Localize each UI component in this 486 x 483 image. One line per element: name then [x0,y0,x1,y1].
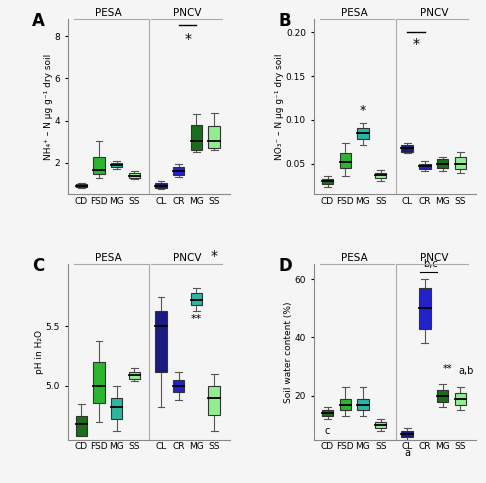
Text: **: ** [191,313,202,324]
Bar [340,153,351,168]
Text: *: * [210,249,218,263]
Text: D: D [278,257,293,275]
Bar [93,362,105,403]
Text: PESA: PESA [94,253,121,263]
Bar [322,411,333,416]
Bar [191,293,202,305]
Y-axis label: NO₃⁻ – N μg g⁻¹ dry soil: NO₃⁻ – N μg g⁻¹ dry soil [276,54,284,160]
Text: PNCV: PNCV [174,253,202,263]
Bar [419,164,431,169]
Bar [75,416,87,436]
Text: a,b: a,b [458,367,473,377]
Bar [357,398,369,411]
Text: PESA: PESA [341,253,367,263]
Text: C: C [33,257,45,275]
Bar [208,386,220,414]
Y-axis label: Soil water content (%): Soil water content (%) [284,301,293,403]
Y-axis label: pH in H₂O: pH in H₂O [35,330,44,374]
Bar [375,422,386,428]
Bar [173,380,185,392]
Bar [75,185,87,186]
Bar [322,179,333,184]
Bar [129,173,140,178]
Text: PNCV: PNCV [419,253,448,263]
Bar [437,159,449,168]
Bar [401,144,413,152]
Text: PESA: PESA [341,8,367,17]
Bar [340,398,351,411]
Text: *: * [184,32,191,46]
Text: a: a [404,448,410,458]
Bar [454,157,466,169]
Text: PNCV: PNCV [419,8,448,17]
Text: b,c: b,c [423,258,437,269]
Bar [173,167,185,175]
Bar [93,157,105,174]
Text: B: B [278,12,291,30]
Bar [437,390,449,401]
Y-axis label: NH₄⁺ – N μg g⁻¹ dry soil: NH₄⁺ – N μg g⁻¹ dry soil [44,54,52,160]
Bar [155,184,167,188]
Bar [454,393,466,404]
Text: *: * [413,37,419,51]
Bar [419,288,431,328]
Bar [191,125,202,150]
Text: *: * [360,104,366,117]
Text: **: ** [443,364,452,373]
Bar [111,163,122,168]
Bar [155,311,167,371]
Text: PESA: PESA [94,8,121,17]
Text: c: c [325,426,330,436]
Bar [401,431,413,437]
Bar [129,371,140,379]
Text: PNCV: PNCV [174,8,202,17]
Bar [357,128,369,139]
Text: A: A [33,12,45,30]
Bar [375,172,386,178]
Bar [111,398,122,419]
Bar [208,127,220,148]
